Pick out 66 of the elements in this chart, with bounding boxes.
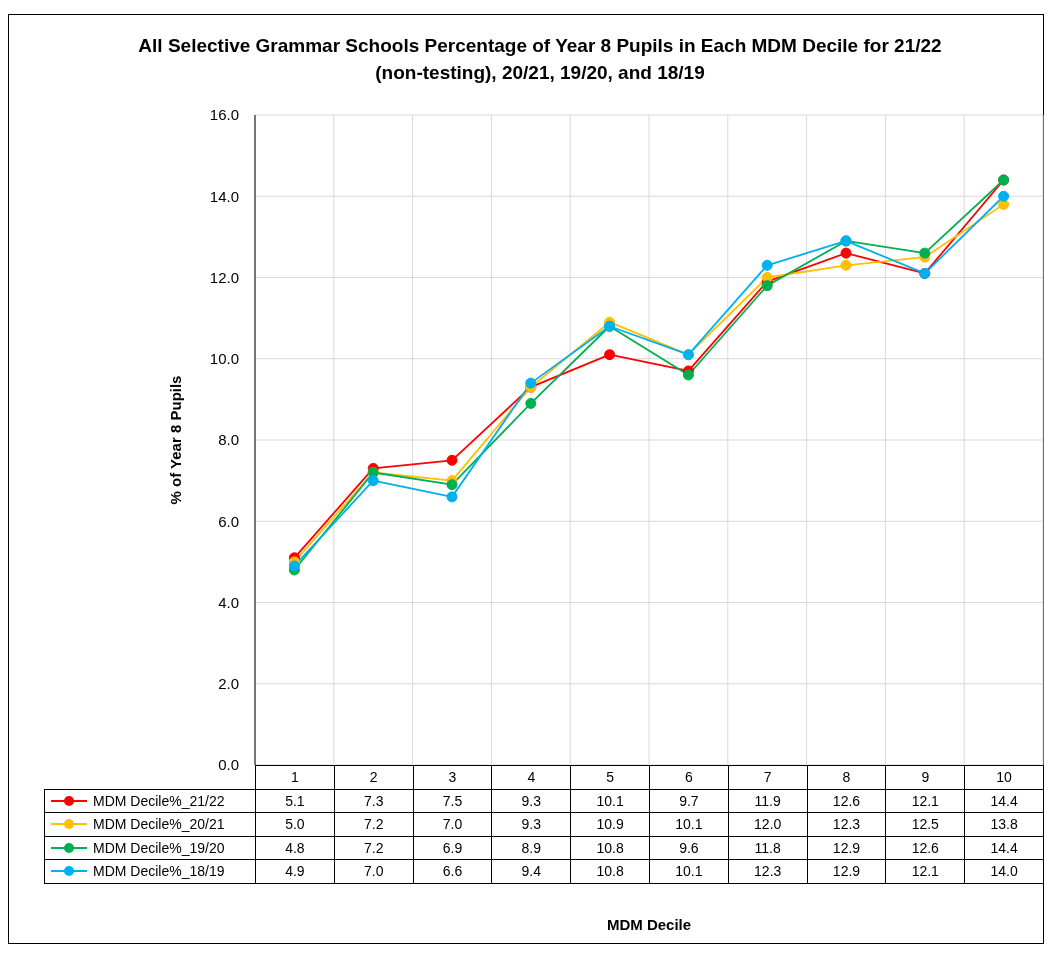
data-label: 13.8 <box>964 812 1044 837</box>
data-label: 9.3 <box>491 788 572 813</box>
data-label: 9.3 <box>491 812 572 837</box>
data-label: 7.0 <box>412 812 493 837</box>
legend-label: MDM Decile%_18/19 <box>93 863 225 880</box>
x-tick-label: 3 <box>412 765 493 790</box>
x-tick-label: 10 <box>964 765 1044 790</box>
y-tick-label: 10.0 <box>209 350 239 368</box>
data-label: 9.4 <box>491 859 572 884</box>
data-label: 11.8 <box>727 835 808 860</box>
data-label: 7.5 <box>412 788 493 813</box>
legend-label: MDM Decile%_21/22 <box>93 792 225 809</box>
data-label: 7.0 <box>333 859 414 884</box>
text: MDM Decile <box>605 916 693 933</box>
data-label: 12.9 <box>806 859 887 884</box>
x-tick-label: 7 <box>727 765 808 790</box>
data-label: 14.4 <box>964 788 1044 813</box>
y-axis-title: % of Year 8 Pupils <box>166 375 184 505</box>
x-tick-label: 9 <box>885 765 966 790</box>
data-label: 6.9 <box>412 835 493 860</box>
data-label: 12.3 <box>806 812 887 837</box>
x-tick-label: 6 <box>649 765 729 790</box>
y-tick-label: 0.0 <box>218 756 239 774</box>
y-tick-label: 16.0 <box>209 106 239 124</box>
y-tick-label: 12.0 <box>209 268 239 286</box>
data-label: 9.6 <box>649 835 729 860</box>
data-label: 7.2 <box>333 812 414 837</box>
data-label: 10.8 <box>570 835 650 860</box>
data-label: 8.9 <box>491 835 572 860</box>
data-label: 5.1 <box>255 788 335 813</box>
data-label: 12.1 <box>885 859 966 884</box>
data-label: 11.9 <box>727 788 808 813</box>
x-tick-label: 5 <box>570 765 650 790</box>
data-label: 12.6 <box>885 835 966 860</box>
y-tick-label: 6.0 <box>218 512 239 530</box>
x-tick-label: 2 <box>333 765 414 790</box>
data-label: 7.3 <box>333 788 414 813</box>
data-label: 9.7 <box>649 788 729 813</box>
data-label: 12.6 <box>806 788 887 813</box>
data-label: 12.5 <box>885 812 966 837</box>
y-tick-label: 4.0 <box>218 593 239 611</box>
data-label: 12.0 <box>727 812 808 837</box>
x-tick-label: 8 <box>806 765 887 790</box>
data-label: 10.1 <box>570 788 650 813</box>
data-label: 4.9 <box>255 859 335 884</box>
data-label: 5.0 <box>255 812 335 837</box>
legend-label: MDM Decile%_19/20 <box>93 839 225 856</box>
x-tick-label: 4 <box>491 765 572 790</box>
y-tick-label: 8.0 <box>218 431 239 449</box>
legend-label: MDM Decile%_20/21 <box>93 816 225 833</box>
data-label: 10.9 <box>570 812 650 837</box>
data-label: 14.0 <box>964 859 1044 884</box>
data-label: 12.3 <box>727 859 808 884</box>
y-tick-label: 2.0 <box>218 675 239 693</box>
data-label: 10.1 <box>649 812 729 837</box>
x-tick-label: 1 <box>255 765 335 790</box>
chart-title: All Selective Grammar Schools Percentage of Year 8 Pupils in Each MDM Decile for 21/22 (non-testing), 20/21, 19/20, and 18/19 <box>137 34 943 85</box>
data-label: 14.4 <box>964 835 1044 860</box>
data-label: 6.6 <box>412 859 493 884</box>
data-label: 10.8 <box>570 859 650 884</box>
y-tick-label: 14.0 <box>209 187 239 205</box>
data-label: 12.9 <box>806 835 887 860</box>
data-label: 4.8 <box>255 835 335 860</box>
data-label: 10.1 <box>649 859 729 884</box>
data-label: 12.1 <box>885 788 966 813</box>
data-label: 7.2 <box>333 835 414 860</box>
